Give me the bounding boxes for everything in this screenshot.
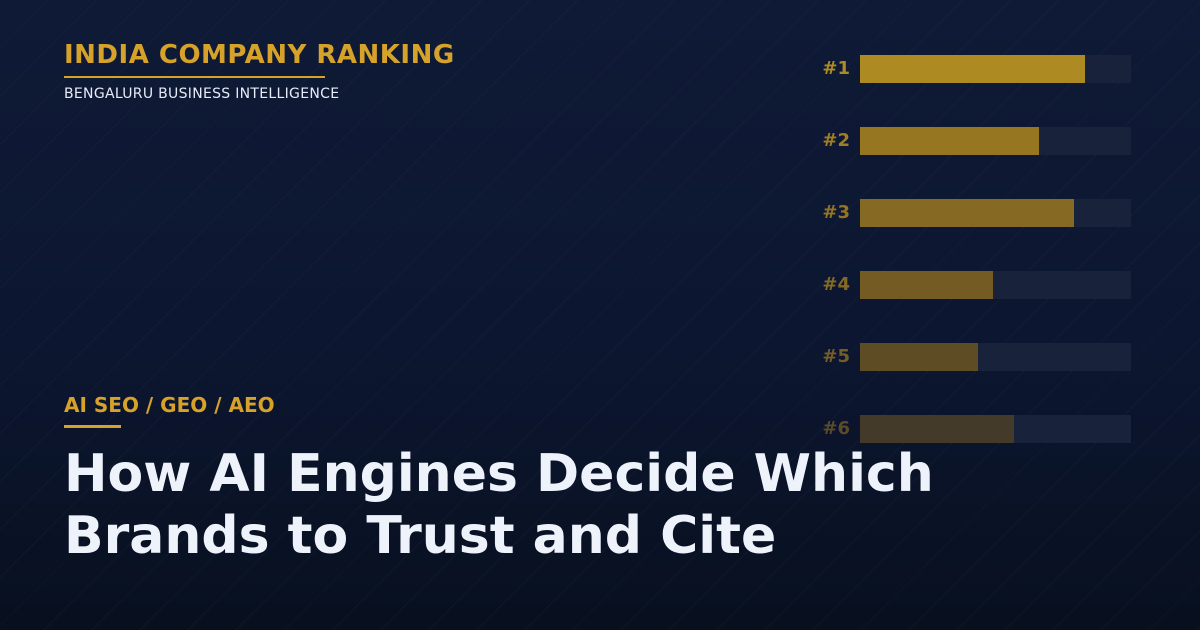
- rank-bar-track: [860, 127, 1131, 155]
- rank-row: #6: [800, 415, 1132, 443]
- rank-bar-fill: [860, 271, 993, 299]
- rank-row: #2: [800, 127, 1132, 155]
- rank-label: #3: [822, 202, 850, 223]
- rank-bar-track: [860, 415, 1131, 443]
- headline-line-2: Brands to Trust and Cite: [64, 506, 777, 566]
- headline-line-1: How AI Engines Decide Which: [64, 444, 934, 504]
- rank-label: #2: [822, 130, 850, 151]
- rank-bar-fill: [860, 55, 1085, 83]
- brand-subtitle: BENGALURU BUSINESS INTELLIGENCE: [64, 86, 340, 102]
- rank-bar-track: [860, 55, 1131, 83]
- rank-bar-track: [860, 271, 1131, 299]
- rank-bar-fill: [860, 415, 1014, 443]
- rank-row: #5: [800, 343, 1132, 371]
- rank-label: #1: [822, 58, 850, 79]
- rank-row: #3: [800, 199, 1132, 227]
- brand-block: INDIA COMPANY RANKING BENGALURU BUSINESS…: [64, 40, 455, 102]
- rank-row: #1: [800, 55, 1132, 83]
- brand-underline: [64, 76, 325, 78]
- headline: How AI Engines Decide Which Brands to Tr…: [64, 443, 1144, 567]
- category-underline: [64, 425, 121, 428]
- rank-bar-fill: [860, 127, 1039, 155]
- rank-label: #5: [822, 346, 850, 367]
- rank-bar-track: [860, 343, 1131, 371]
- brand-title: INDIA COMPANY RANKING: [64, 40, 455, 70]
- rank-row: #4: [800, 271, 1132, 299]
- rank-bar-fill: [860, 199, 1074, 227]
- rank-label: #6: [822, 418, 850, 439]
- rank-label: #4: [822, 274, 850, 295]
- rank-bar-track: [860, 199, 1131, 227]
- category-tag: AI SEO / GEO / AEO: [64, 393, 275, 428]
- rank-bar-fill: [860, 343, 978, 371]
- category-label: AI SEO / GEO / AEO: [64, 393, 275, 417]
